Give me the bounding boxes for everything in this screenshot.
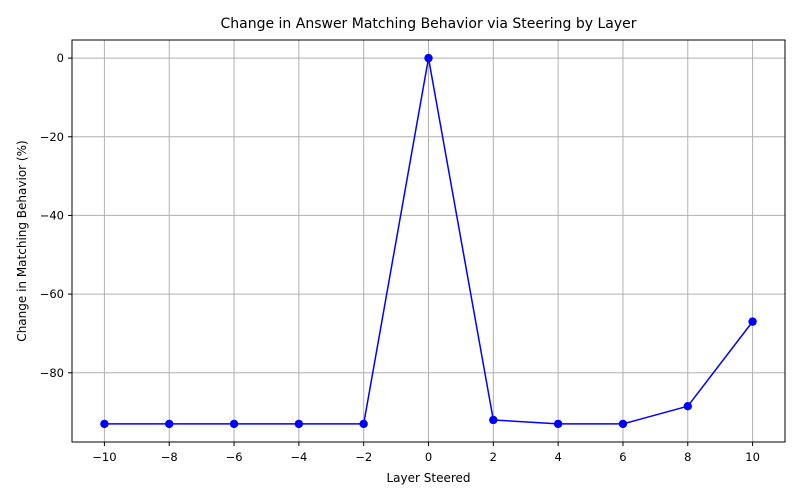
data-point: [165, 419, 174, 429]
data-point: [100, 419, 109, 429]
x-tick-label: 4: [554, 450, 561, 464]
data-point: [229, 419, 239, 429]
x-tick-label: 8: [684, 450, 691, 464]
data-point: [489, 415, 498, 425]
y-axis-title: Change in Matching Behavior (%): [15, 140, 29, 341]
chart-title: Change in Answer Matching Behavior via S…: [220, 16, 636, 32]
data-point: [359, 419, 368, 429]
data-point: [618, 419, 628, 429]
grid: [72, 40, 785, 442]
y-tick-label: −20: [40, 130, 64, 144]
markers-layer: [100, 53, 757, 429]
data-point: [553, 419, 563, 429]
x-tick-label: −8: [161, 450, 178, 464]
x-tick-label: 6: [619, 450, 626, 464]
x-axis-title: Layer Steered: [386, 471, 470, 485]
data-point: [424, 53, 433, 63]
y-axis-ticks: 0 −20 −40 −60 −80: [40, 51, 72, 380]
data-point: [683, 402, 692, 411]
data-point: [294, 419, 304, 429]
x-tick-label: 0: [425, 450, 432, 464]
x-tick-label: 2: [490, 450, 497, 464]
x-tick-label: −10: [92, 450, 116, 464]
y-tick-label: 0: [57, 51, 64, 65]
y-tick-label: −40: [40, 208, 64, 222]
x-tick-label: −4: [290, 450, 307, 464]
x-tick-label: −6: [226, 450, 243, 464]
x-tick-label: 10: [745, 450, 760, 464]
x-axis-ticks: −10 −8 −6 −4 −2 0 2 4 6 8 10: [92, 442, 760, 464]
y-tick-label: −80: [40, 366, 64, 380]
data-point: [748, 317, 757, 326]
x-tick-label: −2: [355, 450, 372, 464]
y-tick-label: −60: [40, 287, 64, 301]
